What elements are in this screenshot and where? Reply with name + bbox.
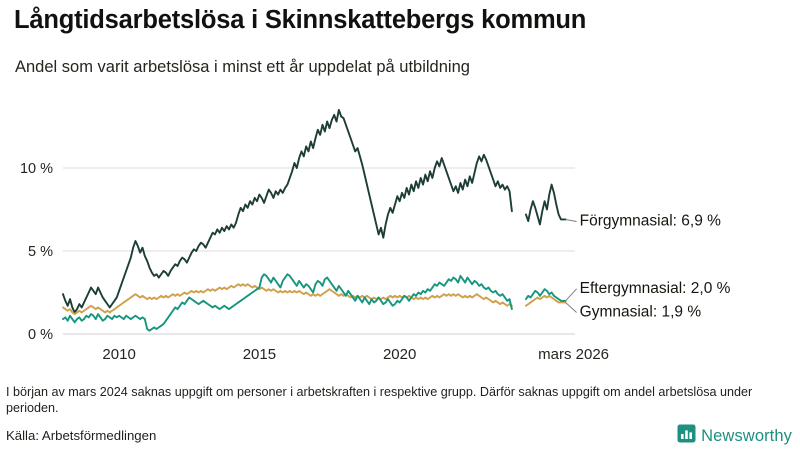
series-line-förgymnasial	[62, 108, 513, 314]
series-line-eftergymnasial	[62, 273, 513, 332]
series-line-eftergymnasial	[524, 288, 567, 302]
series-annotation-label: Gymnasial: 1,9 %	[580, 304, 702, 321]
brand-name: Newsworthy	[701, 426, 792, 445]
x-axis-tick-label: mars 2026	[538, 346, 609, 363]
series-annotation-label: Förgymnasial: 6,9 %	[580, 213, 721, 230]
annotation-leader-line	[565, 288, 577, 302]
chart-subtitle: Andel som varit arbetslösa i minst ett å…	[15, 58, 470, 76]
chart-footnote: I början av mars 2024 saknas uppgift om …	[6, 385, 753, 415]
y-axis-tick-label: 10 %	[20, 161, 53, 177]
chart-source: Källa: Arbetsförmedlingen	[6, 428, 157, 443]
x-axis-tick-label: 2015	[243, 346, 276, 363]
series-line-förgymnasial	[524, 183, 567, 226]
annotation-leader-line	[565, 302, 577, 313]
brand-logo: Newsworthy	[677, 424, 792, 448]
x-axis-tick-label: 2010	[102, 346, 135, 363]
y-axis-tick-label: 5 %	[28, 244, 53, 260]
y-axis-tick-label: 0 %	[28, 327, 53, 343]
x-axis-tick-label: 2020	[383, 346, 416, 363]
series-line-gymnasial	[62, 283, 513, 316]
line-chart-svg: 0 % 5 % 10 % 2010 2015 2020 mars 2026 Förgymnas…	[20, 108, 731, 363]
series-annotation-label: Eftergymnasial: 2,0 %	[580, 280, 731, 297]
bar-chart-icon	[677, 424, 696, 448]
chart-plot-area: 0 % 5 % 10 % 2010 2015 2020 mars 2026 Förgymnas…	[0, 95, 800, 365]
page-title: Långtidsarbetslösa i Skinnskattebergs ko…	[14, 6, 587, 34]
annotation-leader-line	[565, 219, 577, 222]
series-line-gymnasial	[524, 294, 567, 307]
